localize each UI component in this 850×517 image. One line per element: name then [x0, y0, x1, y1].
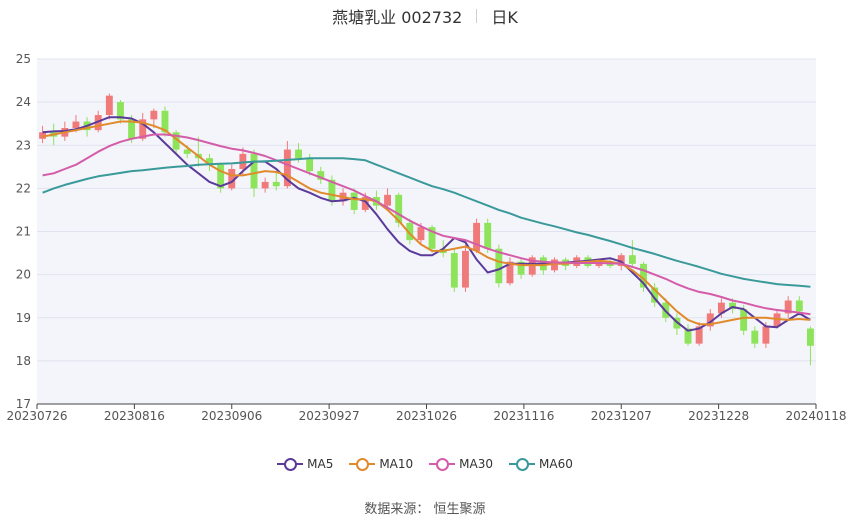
- candle-body: [172, 132, 180, 150]
- candle-body: [94, 115, 102, 131]
- y-tick-label: 22: [16, 181, 31, 195]
- candle-body: [128, 119, 136, 139]
- candle-body: [217, 164, 225, 189]
- candle-body: [395, 194, 403, 223]
- legend-item-ma30[interactable]: MA30: [429, 457, 493, 471]
- candle-body: [729, 302, 736, 310]
- candle-body: [706, 313, 714, 327]
- legend-label: MA60: [539, 457, 573, 471]
- candle-body: [72, 121, 80, 128]
- candle-body: [717, 302, 725, 314]
- candle-body: [206, 158, 213, 165]
- candle-body: [484, 222, 492, 249]
- legend-symbol: [277, 457, 304, 471]
- candle-body: [161, 110, 169, 133]
- candle-body: [306, 158, 314, 172]
- candle-body: [228, 168, 236, 189]
- y-axis: 25 24 23 22 21 20 19 18 17: [16, 52, 31, 411]
- legend: MA5 MA10 MA30 MA60: [0, 457, 850, 471]
- chart-title: 燕塘乳业 002732: [332, 8, 463, 27]
- candle-body: [795, 300, 803, 312]
- candle-body: [139, 119, 147, 139]
- candle-body: [317, 171, 325, 180]
- candle-body: [495, 248, 503, 284]
- candle-body: [517, 261, 525, 275]
- y-tick-label: 17: [16, 397, 31, 411]
- candle-body: [384, 194, 391, 206]
- ma-line-ma30: [42, 133, 811, 316]
- candle-body: [295, 149, 302, 159]
- candle-body: [261, 181, 269, 189]
- candle-body: [39, 132, 47, 139]
- title-divider: [476, 9, 478, 23]
- candle-body: [751, 330, 759, 344]
- x-tick-label: 20230726: [6, 409, 67, 423]
- candle-body: [105, 95, 113, 116]
- candle-body: [117, 102, 124, 120]
- candle-body: [640, 263, 647, 288]
- candle-body: [506, 261, 514, 284]
- legend-label: MA10: [379, 457, 414, 471]
- data-source: 数据来源： 恒生聚源: [364, 502, 486, 517]
- y-tick-label: 23: [16, 138, 31, 152]
- candle-body: [806, 328, 814, 346]
- ma-line-ma5: [42, 116, 811, 332]
- candle-body: [239, 153, 247, 169]
- y-tick-label: 25: [16, 52, 31, 66]
- candle-body: [150, 110, 158, 120]
- candle-body: [762, 326, 770, 344]
- candle-body: [272, 181, 280, 187]
- candle-body: [183, 149, 191, 154]
- x-axis: 20230726 20230816 20230906 20230927 20231026…: [6, 403, 847, 423]
- candle-body: [283, 149, 291, 187]
- period-label[interactable]: 日K: [491, 8, 518, 27]
- candle-body: [250, 153, 258, 189]
- candle-body: [617, 255, 625, 266]
- candle-body: [695, 326, 703, 344]
- candle-body: [740, 309, 748, 331]
- x-tick-label: 20231207: [591, 409, 652, 423]
- candle-body: [551, 259, 558, 271]
- candle-body: [462, 250, 469, 288]
- chart-header: 燕塘乳业 002732 日K: [0, 4, 850, 28]
- candle-body: [651, 287, 659, 303]
- x-tick-label: 20231116: [493, 409, 554, 423]
- candle-body: [473, 222, 481, 251]
- candle-body: [350, 192, 358, 210]
- candle-body: [450, 253, 458, 288]
- legend-label: MA30: [459, 457, 494, 471]
- x-tick-label: 20230906: [201, 409, 262, 423]
- x-tick-label: 20231026: [396, 409, 457, 423]
- x-tick-label: 20230927: [299, 409, 360, 423]
- y-tick-label: 18: [16, 354, 31, 368]
- legend-item-ma60[interactable]: MA60: [509, 457, 573, 471]
- y-tick-label: 20: [16, 268, 31, 282]
- candle-body: [328, 179, 336, 202]
- candle-body: [406, 222, 414, 241]
- candle-body: [784, 300, 792, 314]
- y-tick-label: 21: [16, 225, 31, 239]
- y-tick-label: 24: [16, 95, 31, 109]
- moving-average-lines: [42, 116, 811, 332]
- candle-body: [361, 197, 369, 210]
- legend-label: MA5: [307, 457, 334, 471]
- candle-body: [684, 328, 692, 344]
- legend-symbol: [509, 457, 536, 471]
- legend-item-ma10[interactable]: MA10: [349, 457, 413, 471]
- x-tick-label: 20231228: [688, 409, 749, 423]
- candle-body: [428, 227, 436, 249]
- y-tick-label: 19: [16, 311, 31, 325]
- legend-symbol: [429, 457, 456, 471]
- ma-line-ma60: [42, 157, 811, 288]
- candle-body: [628, 255, 636, 264]
- candle-body: [417, 227, 425, 241]
- legend-symbol: [349, 457, 376, 471]
- x-tick-label: 20230816: [104, 409, 165, 423]
- legend-item-ma5[interactable]: MA5: [277, 457, 333, 471]
- x-tick-label: 20240118: [785, 409, 846, 423]
